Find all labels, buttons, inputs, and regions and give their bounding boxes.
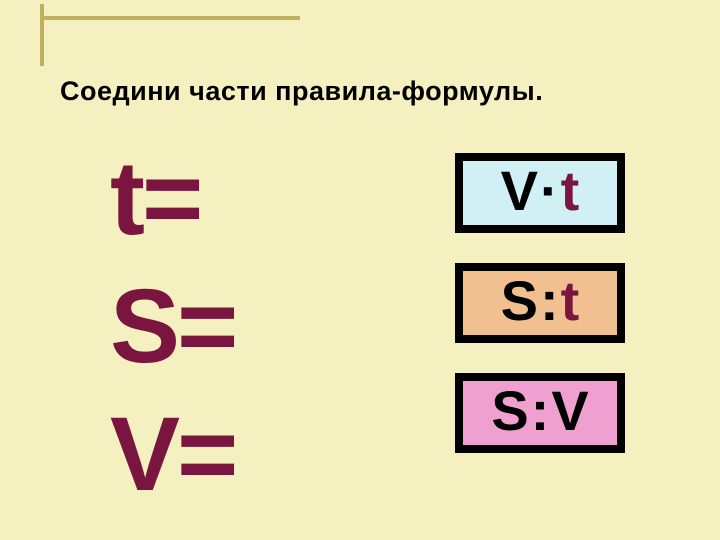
rhs-var1: S (501, 273, 538, 329)
rhs-var2: V (551, 383, 588, 439)
lhs-var: t (110, 140, 142, 257)
rhs-var1: V (501, 163, 538, 219)
decorative-corner (40, 16, 720, 20)
rhs-op: : (540, 273, 559, 329)
content-area: t= S= V= V·t S:t S:V (80, 135, 640, 519)
rhs-var1: S (491, 383, 528, 439)
lhs-eq: = (177, 268, 235, 385)
lhs-var: V (110, 396, 177, 513)
rhs-box-vt[interactable]: V·t (455, 153, 625, 233)
corner-vertical (40, 4, 44, 66)
rhs-op: : (531, 383, 550, 439)
lhs-column: t= S= V= (110, 135, 235, 519)
rhs-var2: t (561, 163, 580, 219)
rhs-box-st[interactable]: S:t (455, 263, 625, 343)
rhs-column: V·t S:t S:V (455, 135, 625, 519)
lhs-row-t: t= (110, 135, 235, 263)
lhs-var: S (110, 268, 177, 385)
rhs-box-sv[interactable]: S:V (455, 373, 625, 453)
rhs-var2: t (561, 273, 580, 329)
lhs-row-s: S= (110, 263, 235, 391)
rhs-op: · (540, 163, 559, 219)
lhs-row-v: V= (110, 391, 235, 519)
lhs-eq: = (177, 396, 235, 513)
lhs-eq: = (142, 140, 200, 257)
page-title: Соедини части правила-формулы. (60, 76, 543, 107)
corner-horizontal (40, 16, 300, 20)
